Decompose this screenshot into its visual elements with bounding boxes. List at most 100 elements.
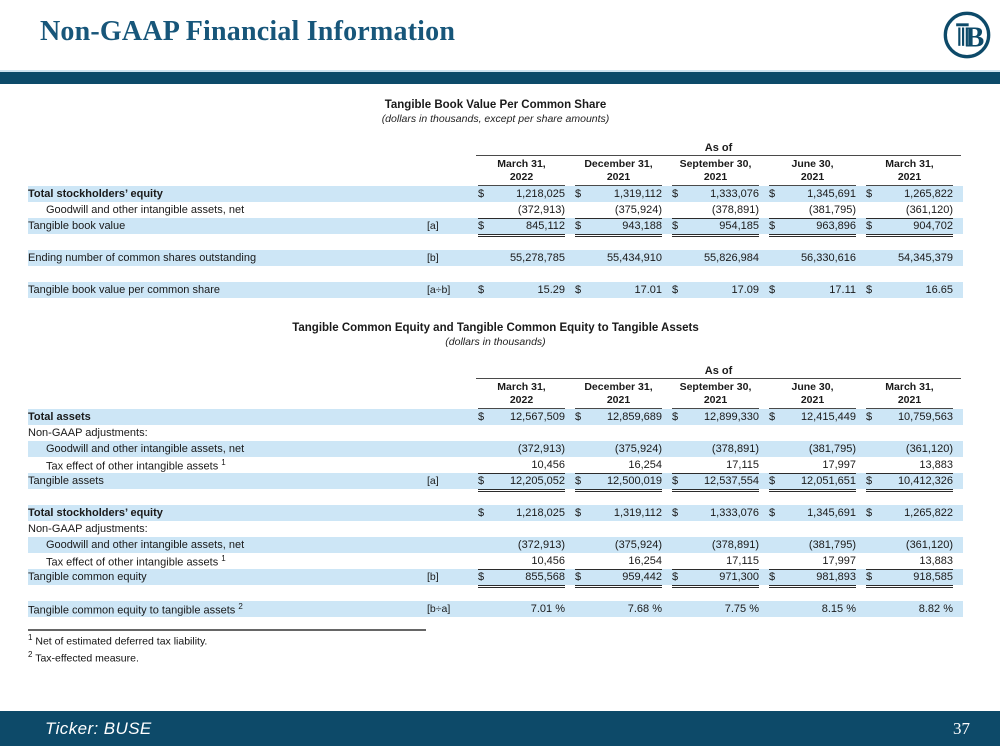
value-cell-line: $1,218,025	[478, 186, 565, 202]
value-cell: 55,278,785	[476, 250, 573, 266]
value-cell-line: (361,120)	[866, 537, 953, 553]
table-row: Total stockholders’ equity $1,218,025 $1,3…	[28, 186, 963, 202]
slide-content: Tangible Book Value Per Common Share (do…	[28, 99, 963, 664]
cell-value: 13,883	[919, 555, 953, 567]
table-row: Total assets $12,567,509 $12,859,689 $12,89…	[28, 409, 963, 425]
footnote-ref: 1	[221, 457, 226, 467]
value-cell: 54,345,379	[864, 250, 961, 266]
value-cell-line: 13,883	[866, 457, 953, 474]
dollar-sign: $	[769, 220, 776, 232]
cell-value: 13,883	[919, 459, 953, 471]
value-cell: $15.29	[476, 282, 573, 298]
footnote-ref: 2	[28, 649, 33, 659]
value-cell: (372,913)	[476, 537, 573, 553]
row-formula-bracket: [b]	[427, 571, 439, 583]
value-cell-line: 55,278,785	[478, 250, 565, 266]
cell-value: (375,924)	[614, 539, 662, 551]
value-cell-line: 17,997	[769, 553, 856, 570]
dollar-sign: $	[672, 188, 679, 200]
row-formula-bracket: [a]	[427, 475, 439, 487]
dollar-sign: $	[769, 284, 776, 296]
cell-value: 7.68 %	[627, 603, 662, 615]
date-header-spacer	[28, 156, 418, 186]
dollar-sign: $	[769, 188, 776, 200]
dollar-sign: $	[478, 220, 485, 232]
dollar-sign: $	[478, 475, 485, 487]
value-cell-line: $943,188	[575, 218, 662, 237]
date-header-spacer	[418, 379, 476, 409]
value-cell-line: 8.82 %	[866, 601, 953, 617]
page-number: 37	[953, 718, 970, 738]
row-label: Tangible assets	[28, 475, 104, 487]
value-cell: $10,412,326	[864, 473, 961, 492]
row-label: Tangible book value	[28, 220, 126, 232]
row-label: Non-GAAP adjustments:	[28, 427, 148, 439]
value-cell: 55,434,910	[573, 250, 670, 266]
table-spacer-row	[28, 266, 963, 282]
value-cell-line: $12,415,449	[769, 409, 856, 425]
value-cell: 16,254	[573, 553, 670, 570]
value-cell-line: 7.75 %	[672, 601, 759, 617]
cell-value: (378,891)	[711, 443, 759, 455]
column-date-header: December 31, 2021	[575, 158, 662, 186]
dollar-sign: $	[866, 411, 873, 423]
value-cell: (375,924)	[573, 202, 670, 219]
value-cell: $12,537,554	[670, 473, 767, 492]
table-row: Tangible book value [a] $845,112 $943,188 $9…	[28, 218, 963, 237]
footnote-1: 1 Net of estimated deferred tax liabilit…	[28, 633, 963, 648]
dollar-sign: $	[478, 284, 485, 296]
table-row: Total stockholders’ equity $1,218,025 $1,3…	[28, 505, 963, 521]
value-cell: (381,795)	[767, 202, 864, 219]
value-cell-line: $971,300	[672, 569, 759, 588]
value-cell-line: $1,345,691	[769, 186, 856, 202]
dollar-sign: $	[478, 411, 485, 423]
table-title: Tangible Book Value Per Common Share	[384, 99, 607, 111]
column-date-header: March 31, 2021	[866, 158, 953, 186]
cell-value: 15.29	[537, 284, 565, 296]
value-cell: 17,115	[670, 553, 767, 570]
dollar-sign: $	[672, 571, 679, 583]
dollar-sign: $	[672, 475, 679, 487]
slide-header: Non-GAAP Financial Information B	[0, 0, 1000, 62]
value-cell: (361,120)	[864, 202, 961, 219]
cell-value: 12,415,449	[800, 411, 856, 423]
row-label: Tangible common equity	[28, 571, 147, 583]
cell-value: (381,795)	[808, 204, 856, 216]
value-cell: 55,826,984	[670, 250, 767, 266]
cell-value: 1,333,076	[710, 507, 759, 519]
cell-value: 12,500,019	[606, 475, 662, 487]
date-header-spacer	[28, 379, 418, 409]
cell-value: 971,300	[719, 571, 759, 583]
table-body: Total assets $12,567,509 $12,859,689 $12,89…	[28, 409, 963, 617]
value-cell: $845,112	[476, 218, 573, 237]
value-cell: $12,415,449	[767, 409, 864, 425]
value-cell-line: $1,265,822	[866, 505, 953, 521]
row-formula-bracket: [b÷a]	[427, 603, 451, 615]
value-cell: 8.82 %	[864, 601, 961, 617]
value-cell-line: $10,759,563	[866, 409, 953, 425]
row-formula-bracket: [b]	[427, 252, 439, 264]
cell-value: 1,218,025	[516, 188, 565, 200]
cell-value: 904,702	[913, 220, 953, 232]
cell-value: 845,112	[526, 220, 565, 232]
dollar-sign: $	[769, 571, 776, 583]
footnote-text: Tax-effected measure.	[35, 652, 139, 664]
cell-value: 1,218,025	[516, 507, 565, 519]
dollar-sign: $	[478, 188, 485, 200]
column-date-header: June 30, 2021	[769, 158, 856, 186]
footnote-ref: 2	[238, 601, 243, 611]
value-cell: 16,254	[573, 457, 670, 474]
value-cell-line: (378,891)	[672, 537, 759, 553]
cell-value: 943,188	[622, 220, 662, 232]
cell-value: 17.09	[731, 284, 759, 296]
dollar-sign: $	[866, 284, 873, 296]
value-cell-line: 54,345,379	[866, 250, 953, 266]
cell-value: 17.01	[634, 284, 662, 296]
cell-value: (361,120)	[905, 539, 953, 551]
value-cell: $12,859,689	[573, 409, 670, 425]
value-cell-line: (378,891)	[672, 441, 759, 457]
column-date-header: June 30, 2021	[769, 381, 856, 409]
value-cell-line: $1,218,025	[478, 505, 565, 521]
